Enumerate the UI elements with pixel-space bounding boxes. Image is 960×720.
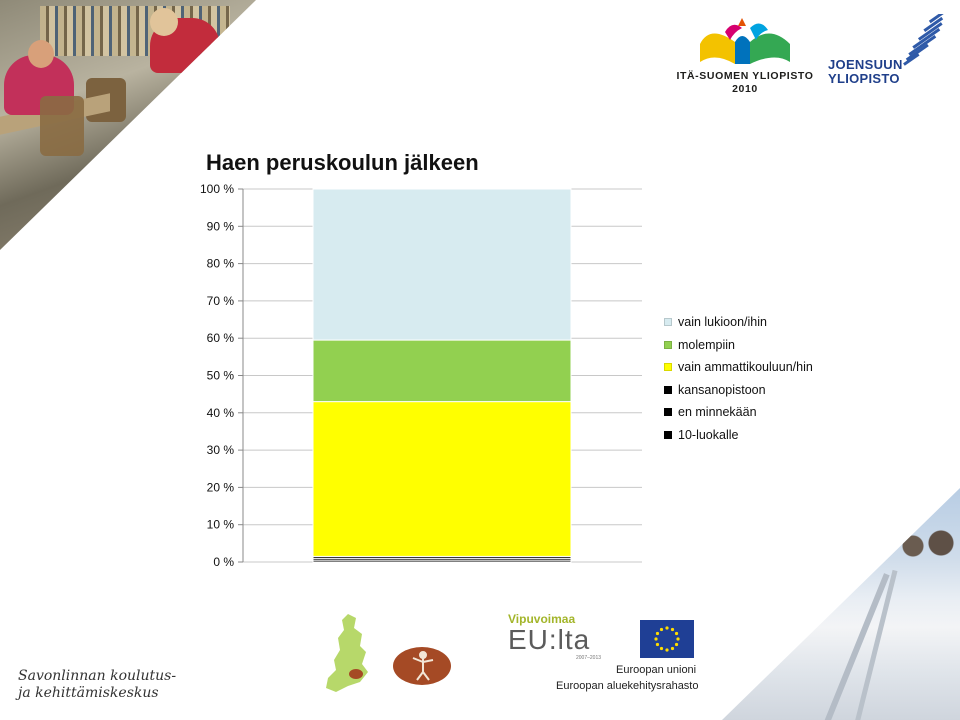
eu-star	[665, 626, 669, 630]
y-tick-label: 20 %	[207, 480, 235, 494]
eu-fund-label: Euroopan aluekehitysrahasto	[556, 680, 699, 692]
uef-logo-mark	[700, 18, 790, 64]
eu-star	[665, 648, 669, 652]
eu-star	[670, 646, 675, 651]
y-tick-label: 50 %	[207, 369, 235, 383]
joensuu-logo-mark	[903, 14, 944, 66]
legend-label: vain lukioon/ihin	[678, 315, 767, 330]
eu-star	[654, 637, 658, 641]
legend-swatch	[664, 340, 672, 349]
eu-star	[676, 637, 680, 641]
vipuvoimaa-label: Vipuvoimaa	[508, 612, 576, 626]
eu-star	[655, 631, 660, 636]
legend-swatch	[664, 430, 672, 439]
winter-ski-track-photo	[722, 488, 960, 720]
vipu-years-label: 2007–2013	[576, 655, 602, 661]
y-tick-label: 70 %	[207, 294, 235, 308]
joensuu-name: JOENSUUN YLIOPISTO	[828, 58, 903, 86]
eu-flag-icon	[640, 620, 694, 658]
y-tick-label: 90 %	[207, 219, 235, 233]
legend-swatch	[664, 318, 672, 327]
y-tick-label: 10 %	[207, 518, 235, 532]
legend-item: 10-luokalle	[664, 424, 864, 447]
savonlinna-line2: ja kehittämiskeskus	[18, 685, 159, 701]
chart-legend: vain lukioon/ihin molempiin vain ammattiko…	[664, 311, 864, 446]
legend-item: en minnekään	[664, 401, 864, 424]
eu-union-label: Euroopan unioni	[616, 664, 697, 676]
eu-star	[674, 642, 679, 647]
y-tick-label: 40 %	[207, 406, 235, 420]
bar-segment-vain-lukioon-ihin	[312, 188, 572, 341]
legend-label: molempiin	[678, 337, 735, 352]
eu-star	[655, 642, 660, 647]
bar-segment-molempiin	[312, 339, 572, 403]
eu-star	[674, 631, 679, 636]
savonlinna-logo-text: Savonlinnan koulutus- ja kehittämiskesku…	[18, 668, 176, 702]
y-tick-label: 100 %	[200, 182, 234, 196]
uef-name-line1: ITÄ-SUOMEN YLIOPISTO	[676, 70, 814, 82]
finland-map-icon	[326, 614, 368, 692]
legend-label: kansanopistoon	[678, 382, 766, 397]
uef-name: ITÄ-SUOMEN YLIOPISTO 2010	[655, 70, 835, 96]
joensuu-name-line1: JOENSUUN	[828, 57, 903, 72]
y-tick-label: 80 %	[207, 257, 235, 271]
eu-star	[670, 627, 675, 632]
eu-flag-background	[640, 620, 694, 658]
y-tick-label: 60 %	[207, 331, 235, 345]
y-tick-label: 30 %	[207, 443, 235, 457]
stacked-bar-chart: 0 % 10 % 20 % 30 % 40 % 50 % 60 % 70 % 80 % 90 % 1…	[200, 182, 642, 569]
legend-label: en minnekään	[678, 405, 757, 420]
eu-lta-label: EU:lta	[508, 624, 591, 655]
joensuu-name-line2: YLIOPISTO	[828, 71, 900, 86]
legend-item: vain ammattikouluun/hin	[664, 356, 864, 379]
legend-item: kansanopistoon	[664, 379, 864, 402]
eu-star	[659, 627, 664, 632]
legend-swatch	[664, 385, 672, 394]
legend-label: 10-luokalle	[678, 427, 739, 442]
bar-segment-vain-ammattikouluun-hin	[312, 401, 572, 557]
uef-name-line2: 2010	[732, 83, 758, 95]
legend-swatch	[664, 363, 672, 372]
chart-title: Haen peruskoulun jälkeen	[206, 150, 479, 175]
legend-item: vain lukioon/ihin	[664, 311, 864, 334]
legend-label: vain ammattikouluun/hin	[678, 360, 813, 375]
eu-star	[659, 646, 664, 651]
savonlinna-line1: Savonlinnan koulutus-	[18, 668, 177, 684]
rock-painting-logo	[393, 647, 451, 685]
legend-item: molempiin	[664, 334, 864, 357]
y-tick-label: 0 %	[213, 555, 234, 569]
legend-swatch	[664, 408, 672, 417]
